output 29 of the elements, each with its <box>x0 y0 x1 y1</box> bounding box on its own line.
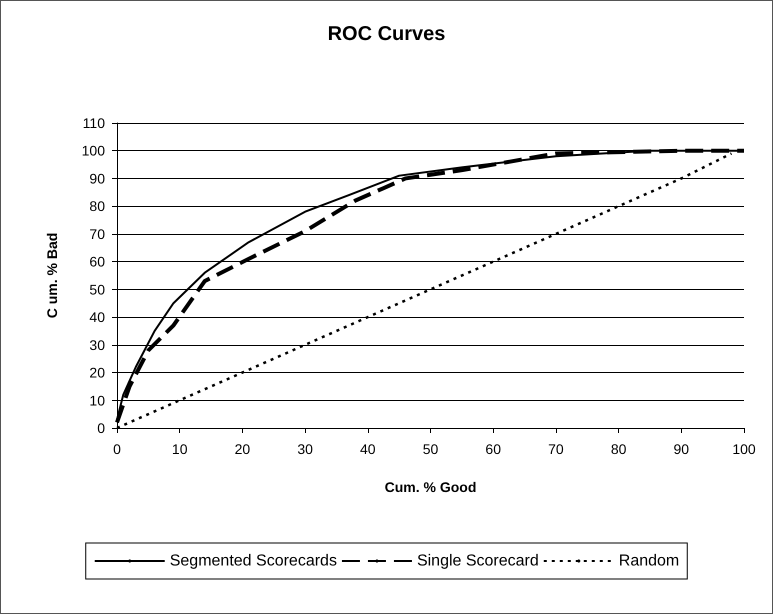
y-tick-label: 10 <box>89 392 106 408</box>
legend-label: Segmented Scorecards <box>170 552 337 570</box>
y-tick-label: 70 <box>89 226 106 242</box>
legend-label: Random <box>618 552 680 570</box>
y-tick-label: 20 <box>89 364 106 381</box>
y-tick-label: 100 <box>82 142 106 159</box>
x-tick-label: 50 <box>422 441 438 457</box>
y-axis-title: C um. % Bad <box>44 232 60 318</box>
x-tick-label: 30 <box>297 441 314 457</box>
x-tick-label: 80 <box>610 441 627 457</box>
y-tick-label: 0 <box>97 420 106 436</box>
chart-title: ROC Curves <box>328 23 446 45</box>
x-tick-label: 60 <box>485 441 502 457</box>
legend-label: Single Scorecard <box>416 552 539 570</box>
x-axis-title: Cum. % Good <box>384 479 476 495</box>
y-tick-label: 110 <box>82 115 106 131</box>
y-tick-label: 60 <box>89 254 106 270</box>
x-tick-label: 0 <box>113 441 122 457</box>
x-tick-label: 10 <box>172 441 188 457</box>
x-tick-label: 90 <box>674 441 690 457</box>
y-tick-label: 40 <box>89 309 106 326</box>
y-tick-label: 30 <box>89 336 106 353</box>
y-tick-label: 50 <box>89 281 106 298</box>
x-tick-label: 40 <box>360 441 376 457</box>
y-tick-label: 80 <box>89 198 106 214</box>
y-tick-label: 90 <box>89 170 106 186</box>
x-tick-label: 20 <box>234 441 250 457</box>
x-tick-label: 100 <box>732 441 756 457</box>
x-tick-label: 70 <box>548 441 564 457</box>
